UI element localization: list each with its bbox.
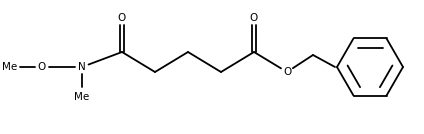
Text: O: O (38, 62, 46, 72)
Text: N: N (78, 62, 86, 72)
Text: O: O (250, 13, 258, 23)
Text: Me: Me (74, 92, 89, 102)
Text: O: O (118, 13, 126, 23)
Text: O: O (283, 67, 291, 77)
Text: Me: Me (3, 62, 18, 72)
